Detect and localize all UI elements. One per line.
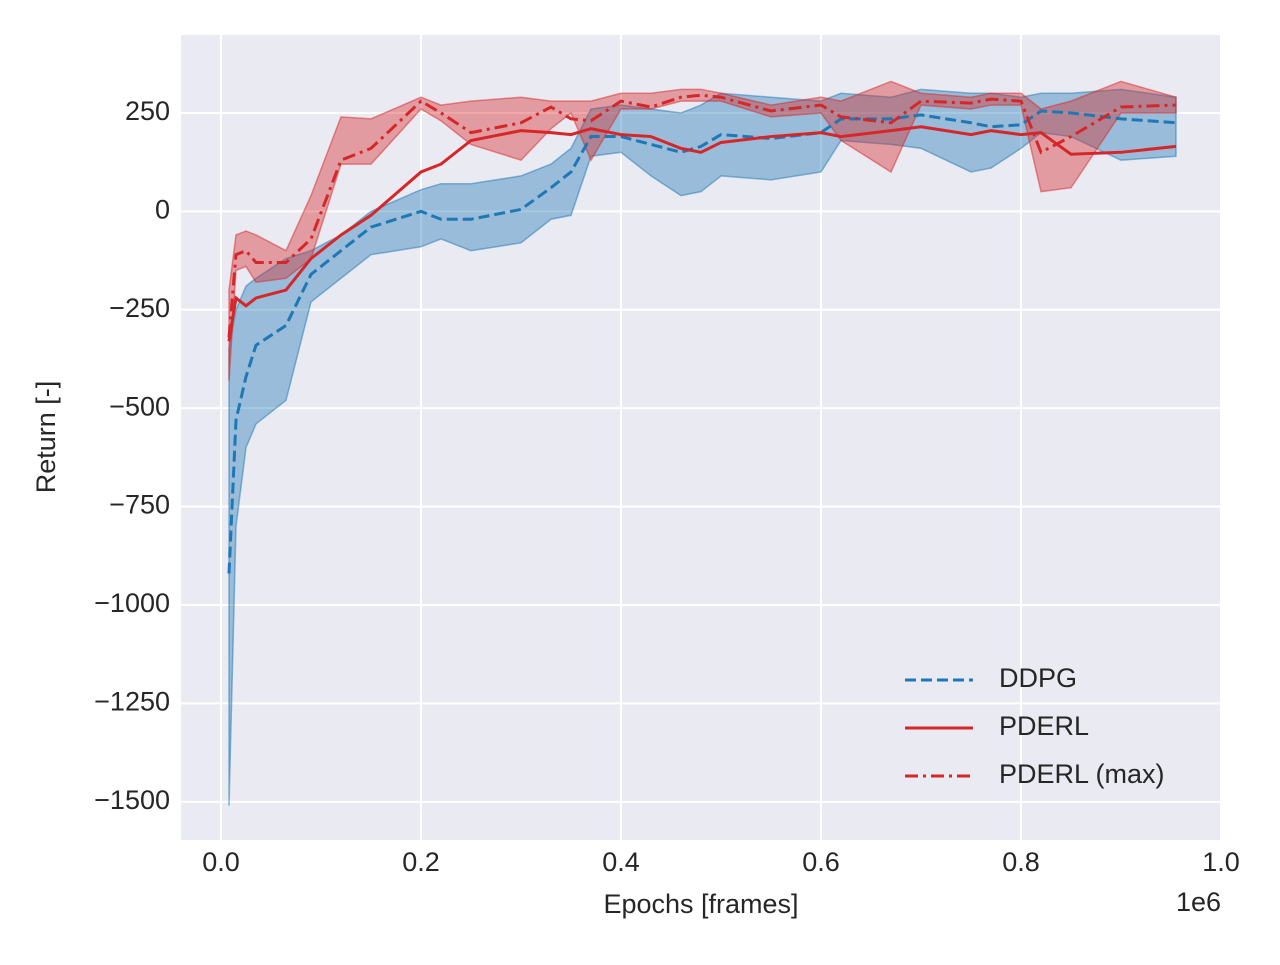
legend-label: PDERL — [999, 711, 1089, 741]
grid — [181, 35, 1222, 840]
x-tick-label: 0.2 — [402, 847, 440, 877]
x-tick-label: 1.0 — [1202, 847, 1240, 877]
legend-label: PDERL (max) — [999, 759, 1165, 789]
y-tick-label: −1250 — [94, 687, 170, 717]
plot-area — [181, 35, 1221, 840]
y-tick-label: −500 — [109, 391, 170, 421]
x-tick-label: 0.8 — [1002, 847, 1040, 877]
y-tick-label: −250 — [109, 293, 170, 323]
y-tick-label: −1500 — [94, 785, 170, 815]
y-axis-label: Return [-] — [31, 381, 61, 494]
y-tick-label: −1000 — [94, 588, 170, 618]
legend-label: DDPG — [999, 663, 1077, 693]
x-offset-label: 1e6 — [1176, 887, 1221, 917]
confidence-band — [228, 80, 1177, 381]
x-tick-label: 0.4 — [602, 847, 640, 877]
line — [227, 109, 1177, 574]
line — [227, 93, 1177, 338]
x-tick-label: 0.0 — [202, 847, 240, 877]
x-tick-label: 0.6 — [802, 847, 840, 877]
y-tick-label: −750 — [109, 490, 170, 520]
legend: DDPG PDERL PDERL (max) — [905, 663, 1165, 789]
line — [227, 125, 1177, 342]
confidence-band — [228, 88, 1177, 806]
y-tick-label: 0 — [155, 194, 170, 224]
y-tick-label: 250 — [125, 96, 170, 126]
x-axis-label: Epochs [frames] — [603, 889, 798, 919]
plot — [227, 80, 1177, 806]
